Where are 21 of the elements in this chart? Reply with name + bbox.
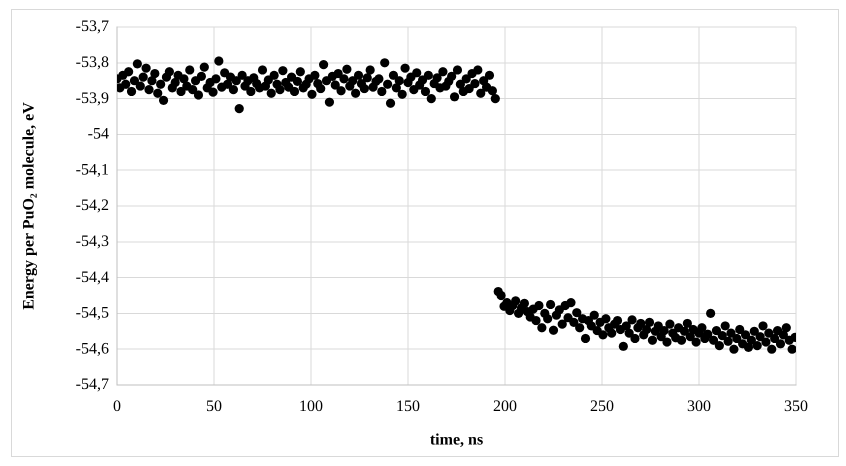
y-tick-label: -54,1 [76, 161, 109, 178]
x-tick-label: 50 [206, 398, 222, 415]
x-tick-label: 300 [687, 398, 711, 415]
y-tick-label: -53,7 [76, 18, 109, 36]
x-axis-title: time, ns [430, 432, 484, 449]
y-tick-label: -54,3 [76, 233, 109, 250]
y-tick-label: -54,2 [76, 197, 109, 214]
y-tick-label: -53,8 [76, 54, 109, 72]
y-tick-label: -54 [88, 126, 109, 143]
y-tick-label: -54,7 [76, 376, 109, 394]
y-tick-label: -54,5 [76, 304, 109, 322]
x-tick-label: 250 [590, 398, 614, 415]
y-axis-title: Energy per PuO₂ molecule, eV [20, 102, 38, 310]
y-tick-label: -54,6 [76, 340, 109, 358]
y-tick-label: -53,9 [76, 90, 109, 107]
x-tick-label: 150 [396, 398, 420, 415]
x-tick-label: 0 [113, 398, 121, 415]
x-tick-label: 350 [784, 398, 808, 415]
x-tick-label: 200 [493, 398, 517, 415]
x-tick-label: 100 [299, 398, 323, 415]
y-tick-label: -54,4 [76, 268, 109, 286]
